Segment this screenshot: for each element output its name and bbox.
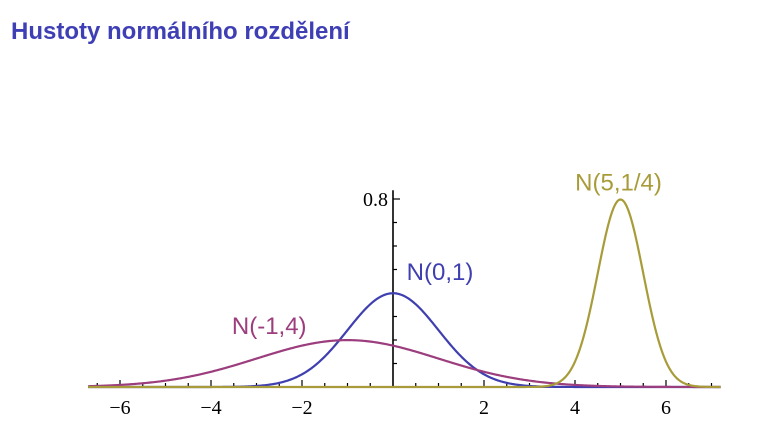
series-label: N(-1,4) — [232, 313, 307, 340]
x-tick-label: 2 — [479, 397, 489, 419]
slide-title: Hustoty normálního rozdělení — [11, 18, 350, 45]
y-tick-label: 0.8 — [363, 189, 388, 211]
x-tick-label: −4 — [200, 397, 221, 419]
axes — [88, 190, 721, 388]
density-curve-line — [88, 292, 721, 389]
series-label: N(5,1/4) — [575, 169, 662, 196]
density-curves — [88, 198, 721, 389]
tick-labels: −6 −4 −2 2 4 6 0.8 — [109, 189, 671, 419]
x-tick-label: 6 — [661, 397, 671, 419]
density-curve-line — [88, 339, 721, 389]
x-tick-label: −2 — [291, 397, 312, 419]
x-tick-label: 4 — [570, 397, 580, 419]
series-label: N(0,1) — [407, 259, 474, 286]
x-tick-label: −6 — [109, 397, 130, 419]
curve-labels: N(0,1) N(-1,4) N(5,1/4) — [232, 169, 662, 340]
density-curve-line — [88, 198, 721, 389]
